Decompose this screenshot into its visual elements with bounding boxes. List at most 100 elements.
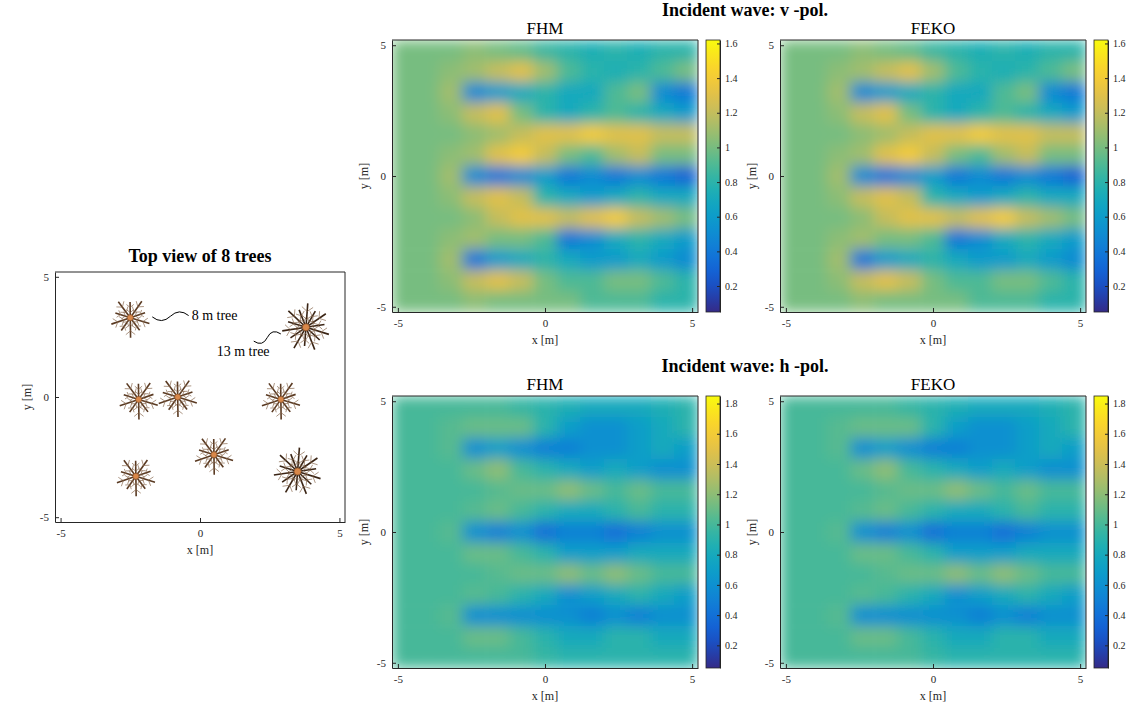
- leader-line: [152, 312, 188, 321]
- heat-cell: [992, 396, 1016, 418]
- heat-cell: [1015, 626, 1039, 648]
- twig: [277, 388, 279, 394]
- heat-cell: [968, 605, 992, 627]
- twig: [142, 478, 144, 484]
- heat-cell: [486, 417, 510, 439]
- twig: [126, 470, 132, 471]
- twig: [144, 398, 148, 401]
- heat-cell: [851, 291, 875, 312]
- twig: [220, 457, 222, 463]
- twig: [278, 404, 279, 408]
- heat-cell: [945, 563, 969, 585]
- colorbar-tick-mark: [717, 286, 720, 287]
- leader-line: [254, 332, 281, 344]
- y-tick-mark: [780, 532, 784, 533]
- heat-cell: [439, 522, 463, 544]
- y-axis: -505: [765, 395, 784, 669]
- heat-cell: [439, 605, 463, 627]
- x-tick: -5: [782, 308, 792, 329]
- heat-cell: [945, 647, 969, 668]
- x-tick-label: 5: [337, 527, 343, 539]
- twig: [131, 490, 136, 494]
- heat-cell: [1015, 249, 1039, 271]
- twig: [170, 381, 172, 387]
- twig: [124, 404, 126, 410]
- heat-cell: [557, 207, 581, 229]
- x-tick-label: 0: [543, 317, 549, 329]
- twig: [122, 320, 124, 326]
- heat-cell: [486, 501, 510, 523]
- twig: [295, 325, 300, 328]
- heat-cell: [851, 584, 875, 606]
- heat-cell: [674, 270, 698, 292]
- heat-cell: [898, 459, 922, 481]
- heat-cell: [1015, 563, 1039, 585]
- heat-cell: [674, 166, 698, 188]
- heat-cell: [851, 103, 875, 125]
- heat-cell: [827, 584, 851, 606]
- heat-cell: [486, 396, 510, 418]
- heat-cell: [992, 61, 1016, 83]
- heat-cell: [439, 145, 463, 167]
- colorbar-tick-label: 1: [1113, 519, 1118, 530]
- twig: [146, 388, 152, 389]
- twig: [227, 459, 229, 465]
- heat-cell: [1039, 417, 1063, 439]
- twig: [210, 442, 214, 445]
- twig: [300, 479, 307, 481]
- heat-cell: [651, 228, 675, 250]
- heat-cell: [1039, 228, 1063, 250]
- y-tick-mark: [392, 307, 396, 308]
- twig: [270, 407, 275, 408]
- heat-cell: [486, 270, 510, 292]
- heat-cell: [1062, 480, 1086, 502]
- y-tick-mark: [392, 532, 396, 533]
- heat-cell: [827, 270, 851, 292]
- heat-cell: [392, 61, 416, 83]
- heat-cell: [780, 249, 804, 271]
- y-tick-label: 0: [381, 526, 387, 538]
- heat-cell: [851, 40, 875, 62]
- heat-cell: [851, 249, 875, 271]
- x-tick-mark: [1080, 308, 1081, 312]
- heat-cell: [1039, 480, 1063, 502]
- heat-cell: [486, 480, 510, 502]
- heat-cell: [992, 40, 1016, 62]
- colorbar-tick-label: 0.8: [725, 177, 738, 188]
- heat-cell: [557, 438, 581, 460]
- twig: [275, 408, 276, 412]
- heat-cell: [463, 186, 487, 208]
- tree-13m: [274, 448, 321, 494]
- heat-cell: [968, 396, 992, 418]
- twig: [219, 453, 223, 456]
- tree-8m: [120, 383, 158, 420]
- heat-cell: [627, 542, 651, 564]
- twig: [305, 333, 309, 337]
- heat-cell: [921, 584, 945, 606]
- heat-cell: [827, 61, 851, 83]
- twig: [218, 448, 224, 449]
- twig: [132, 468, 136, 471]
- twig: [119, 310, 121, 314]
- colorbar-tick-mark: [717, 615, 720, 616]
- heat-cell: [1039, 542, 1063, 564]
- figure: -505-505x [m]y [m]Top view of 8 trees8 m…: [0, 0, 1138, 714]
- heat-cell: [945, 605, 969, 627]
- twig: [290, 464, 295, 466]
- twig: [290, 485, 293, 492]
- heat-cell: [533, 40, 557, 62]
- twig: [267, 396, 271, 399]
- twig: [135, 312, 137, 316]
- heat-cell: [486, 103, 510, 125]
- heat-cell: [463, 438, 487, 460]
- heat-cell: [557, 522, 581, 544]
- twig: [178, 404, 183, 408]
- twig: [277, 469, 282, 474]
- heat-cell: [827, 438, 851, 460]
- twig: [318, 325, 322, 329]
- heat-cell: [921, 626, 945, 648]
- twig: [321, 332, 324, 339]
- heat-cell: [510, 584, 534, 606]
- heat-cell: [627, 82, 651, 104]
- heat-cell: [992, 228, 1016, 250]
